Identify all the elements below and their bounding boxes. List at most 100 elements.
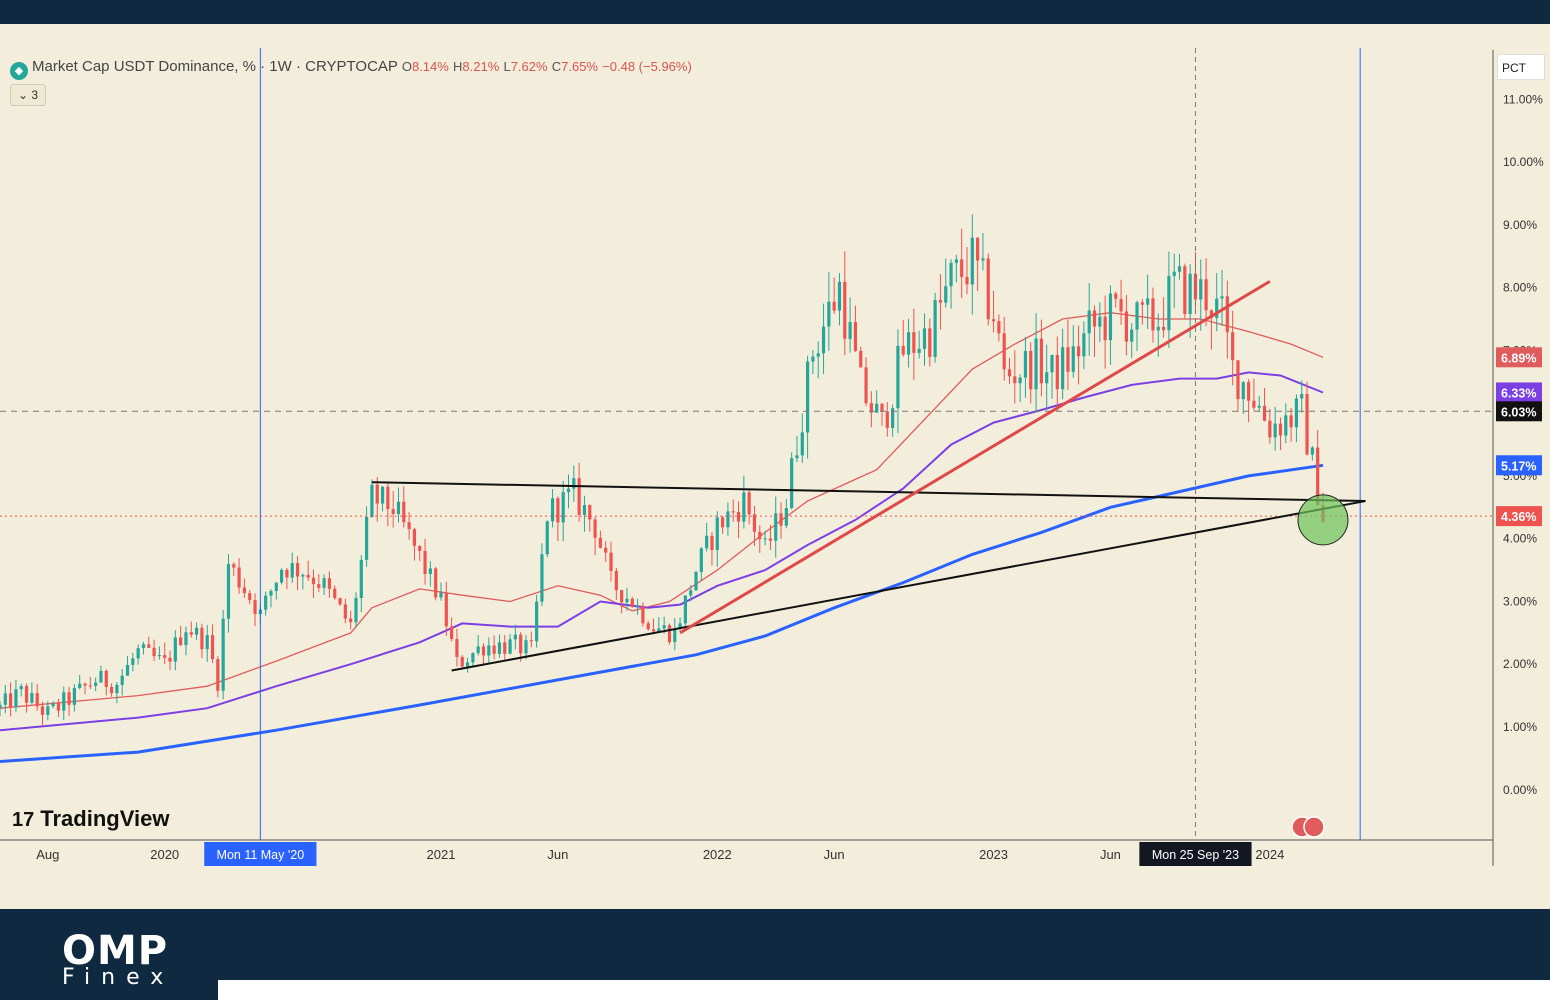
candle-body <box>9 693 13 708</box>
candle-body <box>1262 405 1267 421</box>
candle-body <box>179 637 183 646</box>
candle-body <box>264 595 268 610</box>
moving-average-line <box>0 371 1324 732</box>
candle-body <box>720 517 725 528</box>
cursor-date-badge <box>204 842 317 866</box>
cursor-date-label: Mon 11 May '20 <box>217 848 305 862</box>
scale-mode-button[interactable]: PCT <box>1497 54 1545 80</box>
candle-body <box>859 350 863 368</box>
candle-body <box>678 623 682 629</box>
candle-body <box>976 237 980 261</box>
close-label: C <box>551 59 562 74</box>
candle-body <box>1188 273 1192 314</box>
candle-body <box>194 627 199 635</box>
candle-body <box>747 492 751 515</box>
candle-body <box>168 657 172 662</box>
scale-mode-label: PCT <box>1502 61 1526 75</box>
y-tick-label: 8.00% <box>1503 281 1537 295</box>
candle-body <box>848 322 852 339</box>
candle-body <box>40 706 45 715</box>
open-value: 8.14% <box>411 59 449 74</box>
candle-body <box>758 531 762 540</box>
candle-body <box>1278 423 1283 436</box>
candle-body <box>513 634 517 640</box>
candle-body <box>147 644 151 648</box>
us-flag-icon <box>1303 816 1325 838</box>
candle-body <box>726 511 730 528</box>
events-flags[interactable] <box>1292 815 1332 839</box>
candle-body <box>1066 347 1070 372</box>
candle-body <box>120 675 124 685</box>
candle-body <box>232 564 236 568</box>
chart-area[interactable] <box>0 24 1550 909</box>
candle-body <box>1231 332 1235 361</box>
candle-body <box>46 706 50 715</box>
indicators-toggle-button[interactable]: ⌄ 3 <box>10 84 46 106</box>
candle-body <box>370 484 374 518</box>
candle-body <box>891 408 895 429</box>
candle-body <box>806 361 810 433</box>
candle-body <box>832 301 836 311</box>
candle-body <box>471 653 475 663</box>
candle-body <box>885 411 889 429</box>
candle-body <box>683 595 687 624</box>
candle-body <box>1161 326 1166 331</box>
candle-body <box>566 488 571 493</box>
candle-body <box>375 484 379 504</box>
candle-body <box>253 600 257 615</box>
candle-body <box>763 538 767 540</box>
candle-body <box>1209 310 1214 318</box>
candle-body <box>72 687 76 705</box>
candle-body <box>933 300 937 357</box>
candle-body <box>200 627 204 650</box>
trendline-support <box>451 500 1366 672</box>
open-label: O <box>401 59 412 74</box>
candle-body <box>529 640 533 642</box>
candle-body <box>715 517 719 551</box>
price-label-badge <box>1496 506 1542 527</box>
candle-body <box>30 693 34 703</box>
candle-body <box>1135 302 1139 330</box>
candle-body <box>853 322 858 351</box>
candle-body <box>960 259 964 278</box>
candle-body <box>428 568 432 574</box>
candle-body <box>731 511 735 513</box>
candle-body <box>1246 382 1251 401</box>
candle-body <box>216 659 220 691</box>
close-value: 7.65% <box>561 59 598 74</box>
candle-body <box>503 642 507 654</box>
candle-body <box>699 548 703 572</box>
candle-body <box>519 634 523 654</box>
candle-body <box>226 564 231 619</box>
candle-body <box>1092 310 1097 327</box>
candle-body <box>173 637 177 662</box>
top-bar <box>0 0 1550 24</box>
candle-body <box>928 328 932 357</box>
candle-body <box>67 692 71 705</box>
candle-body <box>598 537 602 548</box>
price-label-badge <box>1496 401 1542 422</box>
candle-body <box>248 593 252 601</box>
candle-body <box>1039 338 1043 384</box>
high-label: H <box>453 59 463 74</box>
candle-body <box>742 492 746 522</box>
candle-body <box>423 550 427 574</box>
candle-body <box>1294 398 1299 428</box>
candle-body <box>1071 346 1075 372</box>
candle-body <box>1220 296 1224 299</box>
candle-body <box>1055 354 1059 390</box>
candle-body <box>784 508 788 526</box>
tradingview-mark-icon: 17 <box>12 809 35 831</box>
candle-body <box>1199 279 1203 300</box>
candle-body <box>51 703 55 707</box>
candle-body <box>407 522 411 530</box>
candle-body <box>237 567 241 588</box>
candle-body <box>545 521 549 555</box>
candle-body <box>1257 405 1261 408</box>
candle-body <box>131 658 135 665</box>
candle-body <box>1241 382 1245 400</box>
candle-body <box>938 300 943 303</box>
candle-body <box>1061 347 1065 390</box>
brand-subtitle: Finex <box>62 965 175 990</box>
